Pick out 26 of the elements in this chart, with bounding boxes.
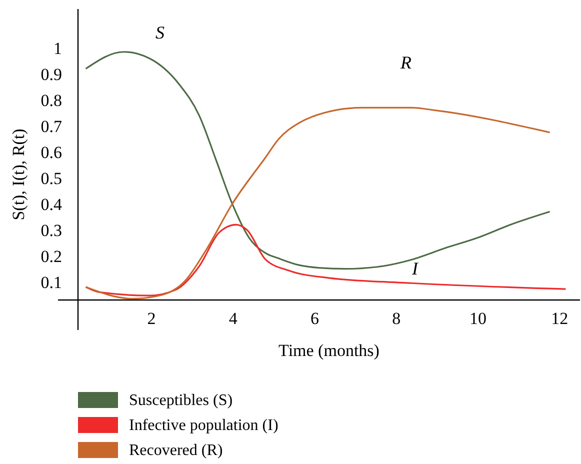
annotation: S [156, 22, 164, 42]
x-tick-label: 4 [228, 309, 238, 328]
line-series [84, 224, 567, 296]
legend-label: Recovered (R) [129, 442, 223, 459]
annotation: R [400, 52, 412, 72]
legend-label: Infective population (I) [129, 417, 278, 434]
line-series [84, 106, 551, 300]
y-tick-label: 1 [54, 38, 62, 58]
y-tick-label: 0.8 [40, 90, 62, 110]
legend-label: Susceptibles (S) [129, 392, 233, 409]
x-tick-label: 6 [310, 309, 319, 328]
y-tick-label: 0.1 [40, 272, 62, 292]
x-tick-label: 2 [147, 309, 156, 328]
x-axis-title: Time (months) [278, 341, 380, 360]
y-tick-label: 0.3 [40, 220, 62, 240]
x-tick-label: 8 [392, 309, 401, 328]
y-tick-label: 0.9 [40, 64, 62, 84]
y-tick-label: 0.7 [40, 116, 62, 136]
annotation: I [411, 258, 419, 278]
y-tick-label: 0.6 [40, 142, 62, 162]
y-tick-label: 0.4 [40, 194, 62, 214]
x-tick-label: 10 [469, 309, 486, 328]
y-tick-label: 0.2 [40, 246, 62, 266]
y-axis-title: S(t), I(t), R(t) [9, 128, 28, 220]
x-tick-label: 12 [551, 309, 568, 328]
y-tick-label: 0.5 [40, 168, 62, 188]
